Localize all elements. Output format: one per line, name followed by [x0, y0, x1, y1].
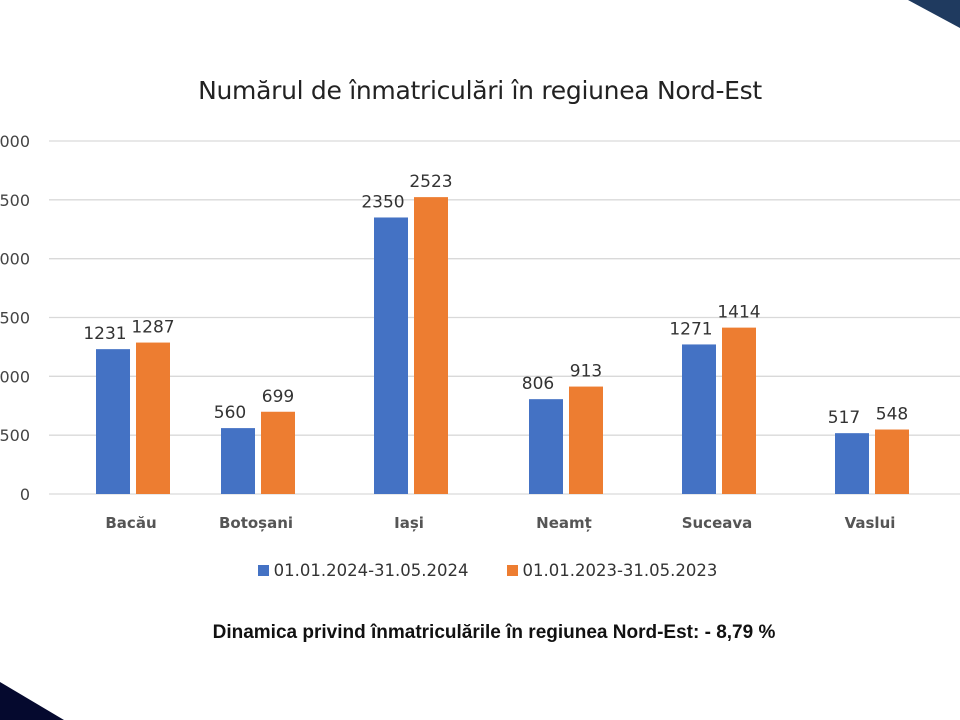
- data-label: 1271: [669, 319, 712, 339]
- chart-title: Numărul de înmatriculări în regiunea Nor…: [198, 76, 762, 105]
- legend-label-2023: 01.01.2023-31.05.2023: [522, 561, 718, 580]
- bar-Botoșani-2024: [221, 428, 255, 494]
- y-axis-labels: 0 500 1000 1500 2000 2500 3000: [0, 132, 30, 504]
- bar-Neamț-2024: [529, 399, 563, 494]
- y-tick-label: 500: [0, 426, 30, 445]
- corner-decoration-top-right: [908, 0, 960, 28]
- data-label: 913: [570, 362, 602, 382]
- y-tick-label: 1500: [0, 309, 30, 328]
- x-tick-label: Suceava: [682, 514, 753, 532]
- legend: 01.01.2024-31.05.2024 01.01.2023-31.05.2…: [0, 561, 960, 580]
- x-tick-label: Bacău: [105, 514, 156, 532]
- y-tick-label: 2500: [0, 191, 30, 210]
- x-tick-label: Botoșani: [219, 514, 293, 532]
- x-tick-label: Vaslui: [845, 514, 896, 532]
- dynamics-footnote: Dinamica privind înmatriculările în regi…: [212, 622, 776, 643]
- data-label: 1414: [717, 303, 760, 323]
- x-tick-label: Neamț: [536, 514, 592, 532]
- data-label: 548: [876, 405, 908, 425]
- data-label: 699: [262, 387, 294, 407]
- bar-Neamț-2023: [569, 386, 603, 494]
- data-label: 806: [522, 374, 554, 394]
- gridlines: [49, 140, 960, 495]
- corner-decoration-bottom-left: [0, 682, 64, 720]
- data-label: 2523: [409, 172, 452, 192]
- y-tick-label: 3000: [0, 132, 30, 151]
- bar-Suceava-2024: [682, 344, 716, 494]
- y-tick-label: 1000: [0, 367, 30, 386]
- data-label: 1231: [83, 324, 126, 344]
- bar-Botoșani-2023: [261, 411, 295, 494]
- y-tick-label: 2000: [0, 250, 30, 269]
- data-label: 560: [214, 403, 246, 423]
- data-label: 1287: [131, 318, 174, 338]
- bar-Vaslui-2023: [875, 429, 909, 494]
- legend-item-2023: 01.01.2023-31.05.2023: [506, 561, 718, 580]
- legend-swatch-2024: [257, 565, 269, 576]
- bar-Vaslui-2024: [835, 433, 869, 494]
- data-label: 517: [828, 408, 860, 428]
- legend-item-2024: 01.01.2024-31.05.2024: [257, 561, 469, 580]
- bar-Iași-2024: [374, 217, 408, 494]
- x-axis-labels: Bacău Botoșani Iași Neamț Suceava Vaslui: [105, 514, 895, 532]
- x-tick-label: Iași: [394, 514, 424, 532]
- legend-swatch-2023: [506, 565, 518, 576]
- bar-Iași-2023: [414, 197, 448, 494]
- data-label: 2350: [361, 192, 404, 212]
- y-tick-label: 0: [20, 485, 30, 504]
- bar-Bacău-2024: [96, 349, 130, 494]
- bar-Bacău-2023: [136, 342, 170, 494]
- bar-Suceava-2023: [722, 327, 756, 494]
- bars: [96, 197, 909, 494]
- legend-label-2024: 01.01.2024-31.05.2024: [273, 561, 469, 580]
